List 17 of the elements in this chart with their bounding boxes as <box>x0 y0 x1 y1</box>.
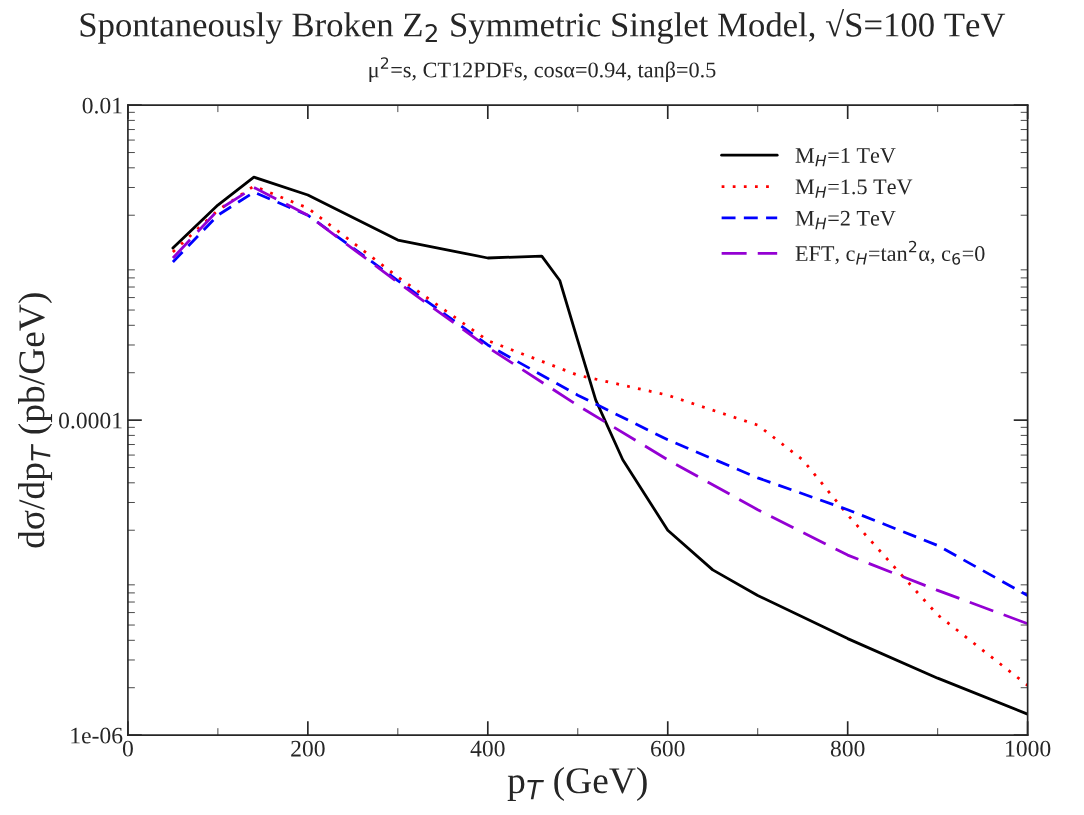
x-axis-title: p$_{T}$ (GeV) <box>507 766 647 801</box>
legend-label: M$_{H}$=1.5 TeV <box>795 179 913 198</box>
x-tick-label: 600 <box>651 740 685 757</box>
chart-title: Spontaneously Broken Z$_{2}$ Symmetric Singlet Model, √S=100 TeV <box>80 8 1006 44</box>
x-tick-label: 400 <box>470 740 505 757</box>
chart-subtitle: μ$^{2}$=s, CT12PDFs, cosα=0.94, tanβ=0.5 <box>369 57 716 83</box>
x-tick-label: 200 <box>291 740 325 757</box>
y-tick-label: 0.01 <box>82 97 122 114</box>
x-tick-label: 1000 <box>1006 740 1051 757</box>
y-axis-title: dσ/dp$_{T}$ (pb/GeV) <box>18 293 53 548</box>
y-tick-label: 0.0001 <box>59 412 122 429</box>
x-tick-label: 0 <box>122 740 133 757</box>
legend-label: M$_{H}$=1 TeV <box>795 148 896 167</box>
legend-label: M$_{H}$=2 TeV <box>795 210 896 230</box>
y-tick-label: 1e-06 <box>71 727 123 744</box>
x-tick-label: 800 <box>830 740 865 757</box>
legend-label: EFT, c$_{H}$=tan$^{2}$α, c$_{6}$=0 <box>795 240 985 265</box>
